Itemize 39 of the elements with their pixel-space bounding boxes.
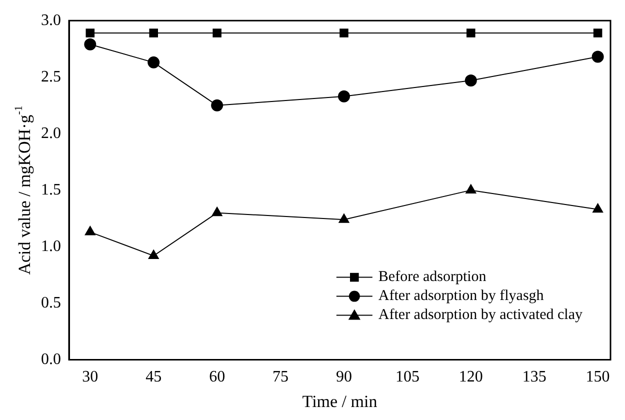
point: [593, 28, 602, 38]
point: [148, 250, 159, 260]
point: [86, 28, 95, 38]
legend-label: After adsorption by activated clay: [378, 307, 583, 324]
point: [592, 203, 604, 213]
y-tick-label: 0.5: [41, 294, 61, 312]
x-tick-label: 60: [209, 368, 226, 386]
y-tick-label: 0.0: [41, 351, 61, 368]
point: [338, 90, 350, 102]
point: [212, 206, 222, 216]
x-tick-label: 90: [336, 368, 352, 386]
point: [212, 28, 222, 38]
x-tick-label: 150: [586, 368, 610, 386]
y-axis-title: Acid value / mgKOH·g-1: [13, 106, 34, 275]
x-tick-label: 135: [522, 368, 546, 386]
point: [84, 38, 96, 50]
point: [148, 56, 160, 68]
legend-label: After adsorption by flyasgh: [378, 288, 544, 304]
y-tick-label: 3.0: [41, 12, 61, 29]
y-tick-label: 1.0: [41, 238, 61, 255]
point: [338, 214, 350, 223]
x-axis-title: Time / min: [302, 392, 378, 411]
point: [211, 99, 224, 112]
point: [84, 226, 96, 236]
point: [466, 184, 476, 194]
point: [149, 28, 158, 38]
point: [464, 74, 477, 87]
y-tick-label: 1.5: [41, 181, 61, 198]
x-tick-label: 75: [272, 368, 289, 386]
point: [340, 28, 348, 38]
point: [466, 28, 476, 38]
x-tick-label: 30: [82, 368, 98, 386]
x-tick-label: 45: [146, 368, 162, 386]
x-tick-label: 105: [395, 368, 420, 386]
x-tick-label: 120: [458, 368, 483, 386]
y-tick-label: 2.0: [41, 124, 61, 142]
y-tick-label: 2.5: [41, 68, 61, 86]
point: [592, 50, 604, 63]
legend-label: Before adsorption: [378, 269, 487, 286]
